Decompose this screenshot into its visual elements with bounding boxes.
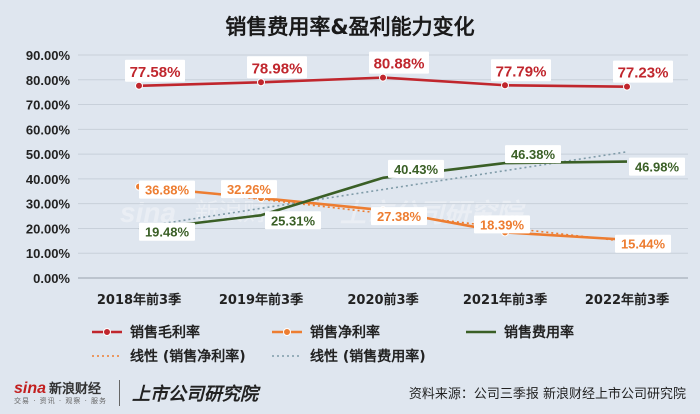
y-tick-label: 50.00%	[26, 147, 71, 162]
footer-logo-row: sina 新浪财经	[14, 380, 107, 398]
data-label-box	[369, 51, 429, 74]
legend-label: 销售净利率	[310, 324, 380, 341]
y-tick-label: 10.00%	[26, 246, 71, 261]
data-label-box	[615, 234, 671, 253]
x-tick-label: 2018年前3季	[97, 292, 181, 308]
footer-logo-text: 新浪财经	[49, 382, 102, 398]
data-label: 77.58%	[130, 64, 181, 81]
chart-title: 销售费用率&盈利能力变化	[225, 15, 474, 39]
trendline	[138, 151, 628, 228]
data-label-box	[247, 56, 307, 79]
y-tick-label: 0.00%	[33, 271, 70, 286]
data-point	[135, 81, 143, 90]
legend-marker	[283, 328, 291, 336]
data-label: 80.88%	[374, 56, 425, 73]
data-label-box	[474, 215, 530, 234]
data-point	[257, 78, 265, 87]
legend-label: 销售毛利率	[130, 324, 200, 341]
data-labels: 77.58% 78.98% 80.88% 77.79% 77.23% 36.88% 32.2…	[125, 51, 685, 253]
data-label: 32.26%	[227, 182, 272, 197]
data-label: 25.31%	[271, 213, 316, 228]
footer-logo-divider	[119, 380, 121, 406]
x-tick-label: 2022年前3季	[585, 292, 669, 308]
data-label-box	[265, 211, 321, 230]
footer-logo: sina 新浪财经 交易 · 资讯 · 观察 · 服务 上市公司研究院	[14, 380, 258, 406]
data-label: 18.39%	[480, 217, 525, 232]
x-tick-label: 2020前3季	[347, 292, 418, 308]
data-label: 77.23%	[618, 65, 669, 82]
data-point	[501, 81, 509, 90]
y-tick-label: 40.00%	[26, 172, 71, 187]
data-label: 46.98%	[635, 160, 680, 175]
data-label-box	[139, 180, 195, 199]
footer-logo-sina: sina	[14, 380, 47, 398]
data-label-box	[125, 59, 185, 82]
x-tick-label: 2019年前3季	[219, 292, 303, 308]
y-tick-label: 60.00%	[26, 122, 71, 137]
data-point	[379, 73, 387, 82]
data-label: 36.88%	[145, 183, 190, 198]
data-label: 46.38%	[511, 147, 556, 162]
data-label-box	[629, 157, 685, 176]
footer-logo-institute: 上市公司研究院	[132, 384, 259, 405]
footer-logo-brand-block: sina 新浪财经 交易 · 资讯 · 观察 · 服务	[14, 380, 107, 405]
y-tick-label: 30.00%	[26, 197, 71, 212]
data-label: 78.98%	[252, 60, 303, 77]
data-label-box	[371, 207, 427, 226]
data-label: 19.48%	[145, 225, 190, 240]
data-label-box	[388, 159, 444, 178]
data-label: 15.44%	[621, 237, 666, 252]
y-axis: 0.00% 10.00% 20.00% 30.00% 40.00% 50.00% 60.00…	[26, 48, 71, 286]
legend-label: 销售费用率	[504, 324, 574, 341]
source-note: 资料来源：公司三季报 新浪财经上市公司研究院	[408, 387, 686, 402]
legend-marker	[103, 328, 111, 336]
x-axis: 2018年前3季 2019年前3季 2020前3季 2021年前3季 2022年前3季	[97, 292, 669, 308]
x-tick-label: 2021年前3季	[463, 292, 547, 308]
data-label-box	[221, 180, 277, 199]
y-tick-label: 80.00%	[26, 73, 71, 88]
data-label-box	[491, 59, 551, 82]
y-tick-label: 70.00%	[26, 98, 71, 113]
data-label-box	[613, 60, 673, 83]
legend-label: 线性 (销售净利率)	[130, 348, 246, 365]
data-point	[623, 82, 631, 91]
data-label: 27.38%	[377, 209, 422, 224]
data-label-box	[505, 145, 561, 164]
legend-label: 线性 (销售费用率)	[310, 348, 426, 365]
y-tick-label: 90.00%	[26, 48, 71, 63]
footer-logo-sub: 交易 · 资讯 · 观察 · 服务	[14, 396, 108, 405]
data-label: 40.43%	[394, 162, 439, 177]
y-tick-label: 20.00%	[26, 221, 71, 236]
data-label: 77.79%	[496, 63, 547, 80]
data-label-box	[139, 222, 195, 241]
